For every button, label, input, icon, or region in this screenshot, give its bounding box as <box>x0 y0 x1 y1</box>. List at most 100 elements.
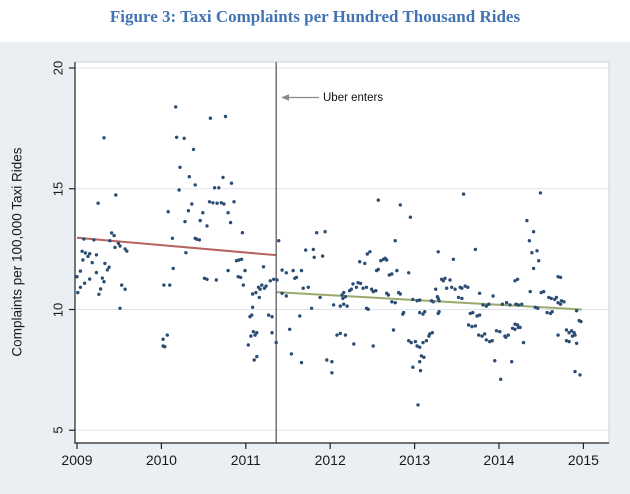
data-point <box>413 339 418 344</box>
data-point <box>364 285 369 289</box>
data-point <box>178 165 182 169</box>
data-point <box>240 231 245 235</box>
data-point <box>228 220 233 225</box>
data-point <box>441 279 445 283</box>
data-point <box>407 339 411 343</box>
data-point <box>174 135 179 139</box>
data-point <box>312 255 316 259</box>
data-point <box>443 276 447 280</box>
data-point <box>299 360 304 365</box>
data-point <box>473 247 478 252</box>
data-point <box>94 253 99 257</box>
data-point <box>436 250 440 254</box>
data-point <box>538 191 543 195</box>
data-point <box>226 211 230 215</box>
data-point <box>182 136 186 140</box>
data-point <box>498 330 502 334</box>
data-point <box>574 309 579 313</box>
data-point <box>470 324 474 329</box>
data-point <box>422 355 426 359</box>
data-point <box>424 339 429 343</box>
data-point <box>211 201 215 205</box>
data-point <box>506 333 510 337</box>
data-point <box>262 286 267 290</box>
data-point <box>78 285 83 289</box>
data-point <box>445 286 449 290</box>
data-point <box>411 297 415 302</box>
data-point <box>567 331 571 335</box>
data-point <box>461 192 466 196</box>
x-tick-label: 2010 <box>145 452 177 468</box>
data-point <box>94 270 99 275</box>
data-point <box>320 254 325 258</box>
data-point <box>520 302 524 306</box>
data-point <box>504 335 508 339</box>
data-point <box>239 275 243 280</box>
data-point <box>304 248 308 252</box>
data-point <box>393 301 397 305</box>
data-point <box>107 265 111 269</box>
data-point <box>88 277 92 281</box>
data-point <box>284 294 288 298</box>
data-point <box>183 219 187 224</box>
data-point <box>168 283 172 287</box>
data-point <box>347 289 352 293</box>
data-point <box>105 268 110 272</box>
data-point <box>437 299 441 303</box>
data-point <box>212 186 217 190</box>
data-point <box>166 210 170 214</box>
data-point <box>451 257 456 261</box>
data-point <box>201 211 205 215</box>
data-point <box>542 289 546 294</box>
data-point <box>477 291 482 295</box>
data-point <box>191 147 196 152</box>
data-point <box>112 233 116 238</box>
data-point <box>407 271 411 275</box>
data-point <box>184 251 188 255</box>
data-point <box>386 293 391 297</box>
data-point <box>340 293 344 297</box>
data-point <box>354 285 359 289</box>
data-point <box>75 275 79 279</box>
data-point <box>221 175 225 180</box>
data-point <box>114 193 118 197</box>
x-tick-label: 2015 <box>567 452 599 468</box>
data-point <box>421 312 425 316</box>
data-point <box>249 334 253 338</box>
data-point <box>341 296 345 301</box>
data-point <box>418 360 422 364</box>
data-point <box>418 368 423 373</box>
data-point <box>237 258 241 262</box>
data-point <box>205 277 209 281</box>
data-point <box>371 289 375 294</box>
data-point <box>387 273 391 277</box>
data-point <box>161 337 165 341</box>
data-point <box>92 238 96 242</box>
data-point <box>187 175 191 179</box>
x-tick-label: 2013 <box>399 452 431 468</box>
data-point <box>570 334 575 338</box>
data-point <box>434 287 438 291</box>
data-point <box>338 331 342 336</box>
data-point <box>97 292 101 296</box>
data-point <box>508 303 512 307</box>
data-point <box>494 329 499 333</box>
data-point <box>562 300 566 304</box>
data-point <box>82 281 87 285</box>
data-point <box>226 268 230 273</box>
data-point <box>202 276 207 280</box>
data-point <box>255 331 259 335</box>
data-point <box>78 269 83 273</box>
data-point <box>205 224 209 228</box>
data-point <box>325 358 329 362</box>
data-point <box>466 323 471 327</box>
data-point <box>108 239 112 243</box>
data-point <box>500 302 505 306</box>
data-point <box>229 181 234 185</box>
data-point <box>193 183 197 187</box>
data-point <box>525 218 529 223</box>
data-point <box>550 310 554 314</box>
data-point <box>343 295 348 299</box>
data-point <box>463 284 467 288</box>
